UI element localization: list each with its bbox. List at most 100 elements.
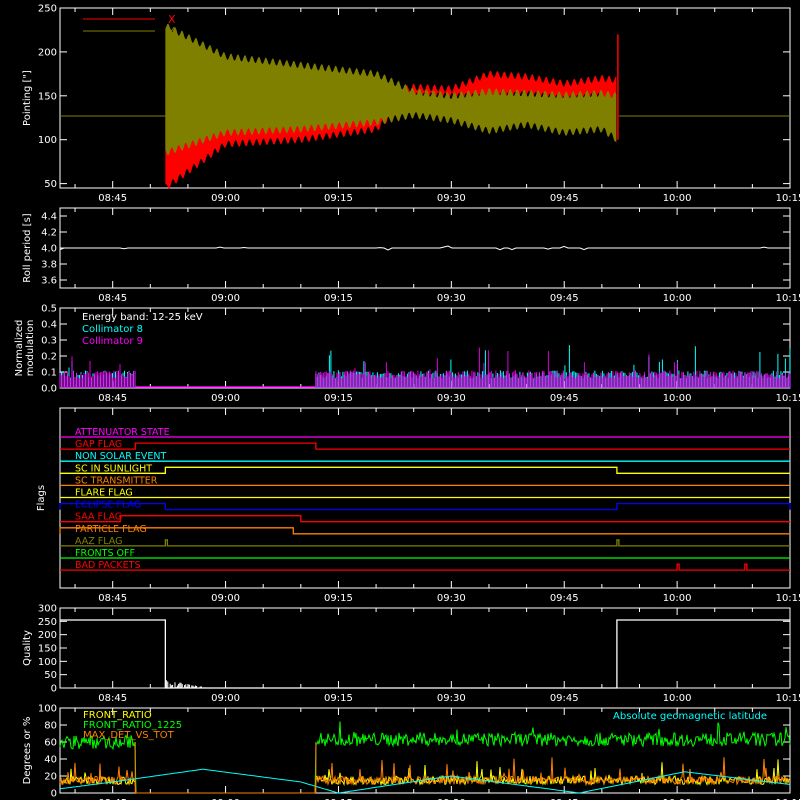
x-tick-label: 09:15: [324, 693, 353, 704]
y-tick-label: 80: [44, 721, 57, 732]
y-axis-label: modulation: [25, 320, 36, 377]
x-tick-label: 09:00: [211, 293, 240, 304]
x-tick-label: 08:45: [98, 193, 127, 204]
x-tick-label: 09:15: [324, 293, 353, 304]
x-tick-label: 08:45: [98, 293, 127, 304]
panel-frame: [59, 707, 791, 794]
flag-line-saa-flag: [60, 515, 790, 523]
flag-label-eclipse-flag: ECLIPSE FLAG: [75, 500, 141, 511]
flag-label-sc-transmitter: SC TRANSMITTER: [75, 475, 158, 486]
y-tick-label: 300: [38, 604, 57, 615]
flag-label-sc-in-sunlight: SC IN SUNLIGHT: [75, 463, 152, 474]
y-axis-label: Flags: [36, 485, 47, 511]
x-tick-label: 10:00: [663, 393, 692, 404]
panel-frame: [59, 7, 791, 189]
flag-label-bad-packets: BAD PACKETS: [75, 560, 141, 571]
x-tick-label: 10:15: [776, 693, 800, 704]
latitude-line: [59, 768, 791, 794]
modulation-legend-1: Collimator 8: [82, 324, 143, 335]
y-tick-label: 0.5: [41, 304, 57, 315]
flag-line-sc-in-sunlight: [60, 466, 790, 474]
x-tick-label: 10:15: [776, 798, 800, 800]
flag-label-fronts-off: FRONTS OFF: [75, 548, 135, 559]
x-tick-label: 09:00: [211, 193, 240, 204]
y-tick-label: 20: [44, 772, 57, 783]
flag-label-gap-flag: GAP FLAG: [75, 439, 122, 450]
panel-6: 08:45 09:00 09:15 09:30 09:45 10:00 10:15 0 20 40…: [22, 704, 800, 800]
x-tick-label: 10:00: [663, 293, 692, 304]
latitude-legend: Absolute geomagnetic latitude: [613, 711, 767, 722]
modulation-legend-2: Collimator 9: [82, 336, 143, 347]
x-tick-label: 09:30: [437, 693, 466, 704]
x-tick-label: 09:15: [324, 193, 353, 204]
roll-period-line: [59, 245, 788, 251]
x-tick-label: 09:00: [211, 798, 240, 800]
flag-line-bad-packets: [60, 563, 790, 571]
y-tick-label: 200: [38, 630, 57, 641]
y-axis-label: Quality: [22, 630, 33, 666]
flag-label-particle-flag: PARTICLE FLAG: [75, 524, 147, 535]
x-tick-label: 09:30: [437, 193, 466, 204]
flag-label-non-solar-event: NON SOLAR EVENT: [75, 451, 166, 462]
y-axis-label: Roll period [s]: [22, 213, 33, 282]
y-tick-label: 4.2: [41, 228, 57, 239]
x-tick-label: 10:15: [776, 193, 800, 204]
x-tick-label: 08:45: [98, 393, 127, 404]
flag-label-flare-flag: FLARE FLAG: [75, 488, 133, 499]
y-tick-label: 0.2: [41, 352, 57, 363]
x-tick-label: 09:30: [437, 393, 466, 404]
quality-plot: [60, 619, 790, 689]
x-tick-label: 09:15: [324, 593, 353, 604]
x-tick-label: 09:30: [437, 593, 466, 604]
x-tick-label: 09:45: [550, 193, 579, 204]
y-tick-label: 0.1: [41, 368, 57, 379]
flag-label-aaz-flag: AAZ FLAG: [75, 536, 122, 547]
panel-2: 08:45 09:00 09:15 09:30 09:45 10:00 10:15 3.6 3.…: [22, 207, 800, 304]
y-tick-label: 50: [44, 670, 57, 681]
x-tick-label: 09:45: [550, 693, 579, 704]
panel-5: 08:45 09:00 09:15 09:30 09:45 10:00 10:15 0 50 10…: [22, 604, 800, 705]
modulation-energy-band: Energy band: 12-25 keV: [82, 312, 203, 323]
x-tick-label: 08:45: [98, 798, 127, 800]
flag-label-saa-flag: SAA FLAG: [75, 512, 122, 523]
legend-label-y: Y: [167, 25, 175, 38]
y-tick-label: 200: [38, 47, 57, 58]
flag-line-eclipse-flag: [59, 502, 791, 511]
y-tick-label: 0: [51, 684, 57, 695]
x-tick-label: 10:00: [663, 593, 692, 604]
flag-line-aaz-flag: [60, 539, 790, 547]
ratio-legend-3: MAX_DET_VS_TOT: [83, 730, 175, 741]
x-tick-label: 09:45: [550, 593, 579, 604]
x-tick-label: 10:15: [776, 293, 800, 304]
flag-line-gap-flag: [60, 442, 790, 450]
modulation-bars-2: [315, 347, 791, 388]
y-tick-label: 0.4: [41, 320, 57, 331]
x-tick-label: 09:00: [211, 593, 240, 604]
y-tick-label: 100: [38, 704, 57, 715]
flag-label-attenuator-state: ATTENUATOR STATE: [75, 427, 170, 438]
y-axis-label: Normalized: [14, 320, 25, 377]
ratio-line-max-det: [59, 757, 791, 794]
x-tick-label: 08:45: [98, 593, 127, 604]
ratio-line-front-ratio: [59, 759, 791, 794]
panel-1: 08:45 09:00 09:15 09:30 09:45 10:00 10:15 50 100…: [22, 4, 800, 205]
flag-line-particle-flag: [59, 527, 790, 535]
quality-noise: [164, 680, 210, 688]
y-tick-label: 4.0: [41, 244, 57, 255]
x-tick-label: 09:45: [550, 293, 579, 304]
y-axis-label: Degrees or %: [22, 717, 33, 785]
y-tick-label: 150: [38, 644, 57, 655]
y-tick-label: 40: [44, 755, 57, 766]
y-tick-label: 0.3: [41, 336, 57, 347]
y-tick-label: 0.0: [41, 384, 57, 395]
pointing-plot: XY: [60, 13, 790, 189]
y-tick-label: 3.8: [41, 260, 57, 271]
x-tick-label: 10:15: [776, 393, 800, 404]
x-tick-label: 09:30: [437, 798, 466, 800]
x-tick-label: 09:15: [324, 798, 353, 800]
legend-label-x: X: [168, 13, 176, 26]
y-tick-label: 100: [38, 135, 57, 146]
